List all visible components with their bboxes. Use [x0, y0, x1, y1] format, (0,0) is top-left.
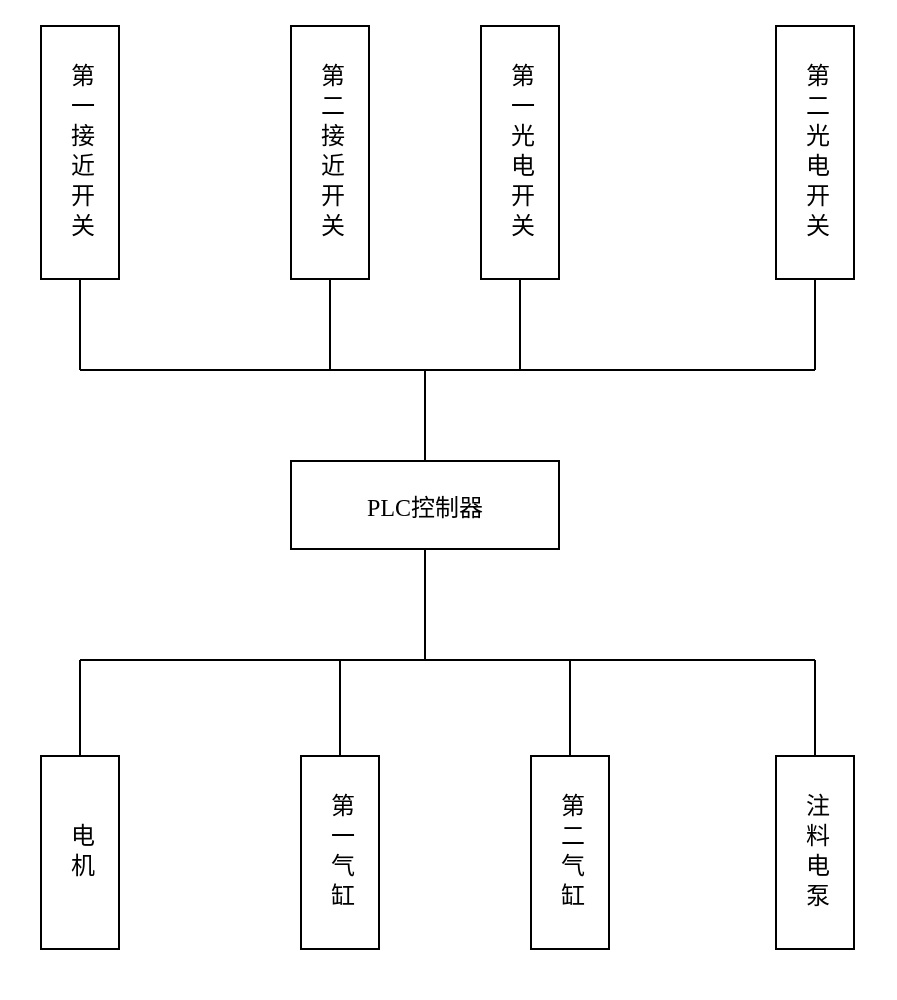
actuator-second-cylinder: 第二气缸 — [530, 755, 610, 950]
actuator-motor: 电机 — [40, 755, 120, 950]
sensor-first-photoelectric-switch: 第一光电开关 — [480, 25, 560, 280]
actuator-injection-pump: 注料电泵 — [775, 755, 855, 950]
plc-label: PLC控制器 — [367, 488, 483, 523]
sensor-second-proximity-switch: 第二接近开关 — [290, 25, 370, 280]
plc-controller: PLC控制器 — [290, 460, 560, 550]
actuator-label: 第二气缸 — [553, 793, 588, 913]
actuator-label: 第一气缸 — [323, 793, 358, 913]
sensor-label: 第一光电开关 — [503, 63, 538, 243]
actuator-first-cylinder: 第一气缸 — [300, 755, 380, 950]
sensor-label: 第二接近开关 — [313, 63, 348, 243]
sensor-second-photoelectric-switch: 第二光电开关 — [775, 25, 855, 280]
sensor-first-proximity-switch: 第一接近开关 — [40, 25, 120, 280]
actuator-label: 注料电泵 — [798, 793, 833, 913]
sensor-label: 第二光电开关 — [798, 63, 833, 243]
sensor-label: 第一接近开关 — [63, 63, 98, 243]
actuator-label: 电机 — [63, 823, 98, 883]
